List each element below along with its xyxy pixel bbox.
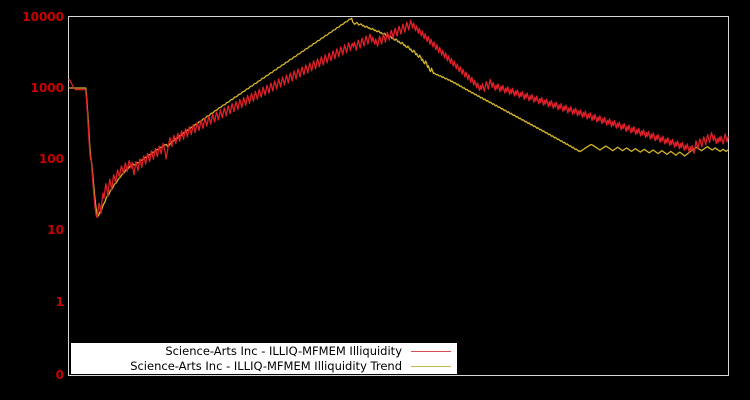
y-axis-tick-labels: 10000 1000 100 10 1 0 bbox=[0, 0, 64, 400]
y-tick-10000: 10000 bbox=[22, 10, 64, 24]
legend-entry-illiquidity[interactable]: Science-Arts Inc - ILLIQ-MFMEM Illiquidi… bbox=[71, 344, 457, 359]
legend-entry-illiquidity-trend[interactable]: Science-Arts Inc - ILLIQ-MFMEM Illiquidi… bbox=[71, 359, 457, 374]
y-tick-0: 0 bbox=[55, 368, 64, 382]
legend-label-illiquidity-trend: Science-Arts Inc - ILLIQ-MFMEM Illiquidi… bbox=[130, 359, 402, 373]
y-tick-1: 1 bbox=[55, 295, 64, 309]
y-tick-1000: 1000 bbox=[30, 81, 64, 95]
legend-label-illiquidity: Science-Arts Inc - ILLIQ-MFMEM Illiquidi… bbox=[165, 344, 402, 358]
plot-area-frame bbox=[68, 16, 729, 376]
legend[interactable]: Science-Arts Inc - ILLIQ-MFMEM Illiquidi… bbox=[71, 343, 457, 374]
legend-swatch-illiquidity bbox=[411, 351, 451, 352]
legend-swatch-illiquidity-trend bbox=[411, 366, 451, 367]
y-tick-10: 10 bbox=[47, 223, 64, 237]
y-tick-100: 100 bbox=[38, 152, 64, 166]
